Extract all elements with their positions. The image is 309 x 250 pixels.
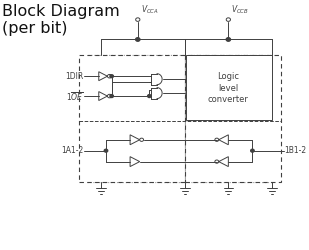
Circle shape: [110, 94, 113, 98]
Circle shape: [104, 149, 108, 152]
FancyBboxPatch shape: [87, 55, 185, 182]
Circle shape: [136, 38, 140, 41]
Text: 1A1-2: 1A1-2: [61, 146, 84, 155]
FancyBboxPatch shape: [186, 55, 272, 120]
Text: 1DIR: 1DIR: [66, 72, 84, 81]
Circle shape: [251, 149, 254, 152]
Circle shape: [148, 94, 151, 98]
FancyBboxPatch shape: [185, 55, 281, 182]
Text: $V_{CCB}$: $V_{CCB}$: [231, 3, 249, 16]
Text: Logic
level
converter: Logic level converter: [208, 72, 249, 104]
Text: 1B1-2: 1B1-2: [284, 146, 306, 155]
FancyBboxPatch shape: [79, 55, 185, 182]
Text: Block Diagram
(per bit): Block Diagram (per bit): [2, 4, 120, 36]
Circle shape: [110, 75, 113, 78]
Text: $V_{CCA}$: $V_{CCA}$: [141, 3, 159, 16]
Text: 1$\overline{OE}$: 1$\overline{OE}$: [66, 90, 84, 102]
FancyBboxPatch shape: [185, 55, 272, 182]
Circle shape: [226, 38, 231, 41]
